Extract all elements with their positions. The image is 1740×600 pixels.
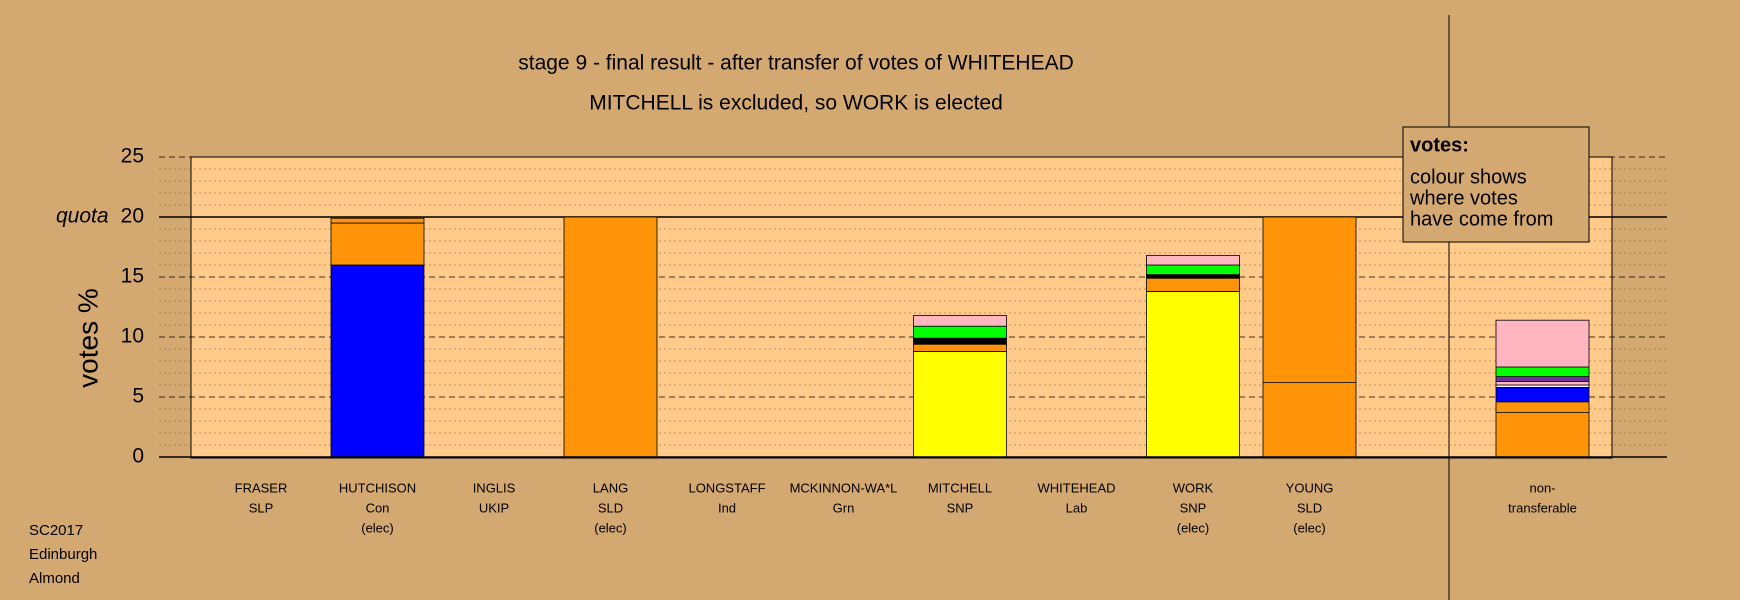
legend-text: colour shows: [1410, 166, 1527, 188]
bar-segment: [330, 217, 425, 224]
bar-segment: [1495, 366, 1590, 378]
x-tick-label: SLP: [249, 500, 274, 515]
bar-segment: [1495, 386, 1590, 403]
bar-segment: [1146, 290, 1240, 458]
x-tick-label: transferable: [1508, 500, 1577, 515]
legend-box: [1402, 126, 1590, 243]
y-tick-label: 15: [121, 265, 144, 288]
x-tick-label: Lab: [1066, 500, 1088, 515]
legend-text: have come from: [1410, 208, 1553, 230]
legend-text: where votes: [1409, 187, 1518, 209]
bar-segment: [1495, 401, 1590, 413]
bar-segment: [330, 222, 425, 266]
x-tick-label: LONGSTAFF: [688, 480, 765, 495]
x-tick-label: UKIP: [479, 500, 509, 515]
y-tick-label: 20: [121, 205, 144, 228]
y-tick-label: 5: [132, 385, 144, 408]
bar-segment: [1146, 277, 1240, 292]
y-tick-label: 10: [121, 325, 144, 348]
chart-subtitle: MITCHELL is excluded, so WORK is elected: [589, 92, 1003, 115]
x-tick-label: MCKINNON-WA*L: [790, 480, 898, 495]
bar-segment: [1146, 274, 1240, 279]
x-tick-label: WHITEHEAD: [1038, 480, 1116, 495]
x-tick-label: (elec): [594, 520, 627, 535]
x-tick-label: WORK: [1173, 480, 1214, 495]
x-tick-label: (elec): [361, 520, 394, 535]
x-tick-label: SLD: [598, 500, 623, 515]
bar-segment: [1146, 264, 1240, 275]
x-tick-label: SNP: [947, 500, 974, 515]
bar-segment: [913, 314, 1007, 327]
chart-title: stage 9 - final result - after transfer …: [518, 52, 1074, 75]
bar-segment: [913, 325, 1007, 339]
bar-segment: [1262, 382, 1357, 458]
footer-text: Edinburgh: [29, 546, 97, 563]
bar-segment: [1495, 376, 1590, 382]
x-tick-label: SLD: [1297, 500, 1322, 515]
footer-text: Almond: [29, 570, 80, 587]
footer-text: SC2017: [29, 522, 83, 539]
x-tick-label: Ind: [718, 500, 736, 515]
x-tick-label: SNP: [1180, 500, 1207, 515]
x-tick-label: Con: [366, 500, 390, 515]
y-axis-label: votes %: [72, 288, 103, 388]
x-tick-label: INGLIS: [473, 480, 516, 495]
x-tick-label: (elec): [1177, 520, 1210, 535]
bar-segment: [1146, 254, 1240, 266]
y-tick-label: 0: [132, 445, 144, 468]
bar-segment: [1495, 380, 1590, 386]
x-tick-label: YOUNG: [1286, 480, 1334, 495]
bar-segment: [913, 337, 1007, 345]
x-tick-label: (elec): [1293, 520, 1326, 535]
y-tick-label: 25: [121, 145, 144, 168]
x-tick-label: LANG: [593, 480, 628, 495]
bar-segment: [563, 216, 658, 458]
bar-segment: [330, 264, 425, 458]
x-tick-label: Grn: [833, 500, 855, 515]
bar-segment: [913, 350, 1007, 458]
bar-segment: [1262, 216, 1357, 384]
x-tick-label: MITCHELL: [928, 480, 992, 495]
bar-segment: [1495, 319, 1590, 368]
x-tick-label: FRASER: [235, 480, 288, 495]
legend-title: votes:: [1410, 134, 1469, 156]
bar-segment: [1495, 412, 1590, 458]
x-tick-label: non-: [1529, 480, 1555, 495]
quota-label: quota: [56, 205, 109, 228]
x-tick-label: HUTCHISON: [339, 480, 416, 495]
plot-box: [190, 156, 1613, 459]
bar-segment: [913, 343, 1007, 352]
